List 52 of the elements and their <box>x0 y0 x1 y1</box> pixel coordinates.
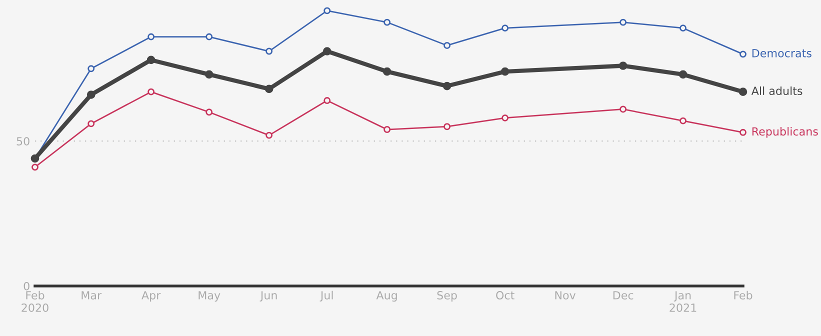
x-tick-label: Sep <box>437 291 457 302</box>
point <box>148 33 155 40</box>
point <box>148 88 155 96</box>
point <box>442 82 452 90</box>
point <box>266 48 273 55</box>
point <box>146 56 156 64</box>
point <box>738 88 748 96</box>
point <box>678 70 688 79</box>
x-tick-label: Mar <box>82 291 102 300</box>
point <box>266 132 273 139</box>
point <box>500 67 510 76</box>
point <box>322 47 332 56</box>
point <box>740 50 746 58</box>
point <box>620 18 627 26</box>
point <box>324 97 331 104</box>
x-tick-label: Feb <box>734 290 752 300</box>
point <box>620 106 627 113</box>
point <box>32 164 38 171</box>
point <box>88 120 95 128</box>
point <box>384 18 391 26</box>
point <box>206 33 213 40</box>
point <box>86 90 96 99</box>
point <box>324 7 331 14</box>
x-tick-label: Oct <box>496 291 514 300</box>
point <box>384 126 391 133</box>
point <box>680 24 687 32</box>
point <box>618 62 628 70</box>
point <box>264 84 274 94</box>
y-tick-label: 0 <box>24 282 30 290</box>
x-tick-label: Jun <box>260 291 277 302</box>
x-tick-label: Dec <box>613 291 634 300</box>
series-label: Democrats <box>752 49 812 58</box>
x-tick-label: May <box>198 291 220 302</box>
point <box>740 128 746 136</box>
point <box>88 65 95 72</box>
point <box>502 24 509 32</box>
x-tick-label: Nov <box>555 291 576 300</box>
point <box>444 123 451 130</box>
point <box>204 70 214 79</box>
point <box>206 108 213 116</box>
x-tick-label: Feb 2020 <box>22 290 48 312</box>
point <box>502 114 509 122</box>
x-tick-label: Aug <box>376 291 397 302</box>
series-label: All adults <box>751 86 802 96</box>
y-tick-label: 50 <box>16 137 30 146</box>
point <box>680 117 687 124</box>
x-tick-label: Jul <box>320 290 333 302</box>
point <box>382 67 392 76</box>
point <box>444 42 451 49</box>
x-tick-label: Jan 2021 <box>670 291 696 312</box>
series-label: Republicans <box>752 127 818 138</box>
x-tick-label: Apr <box>142 291 161 302</box>
